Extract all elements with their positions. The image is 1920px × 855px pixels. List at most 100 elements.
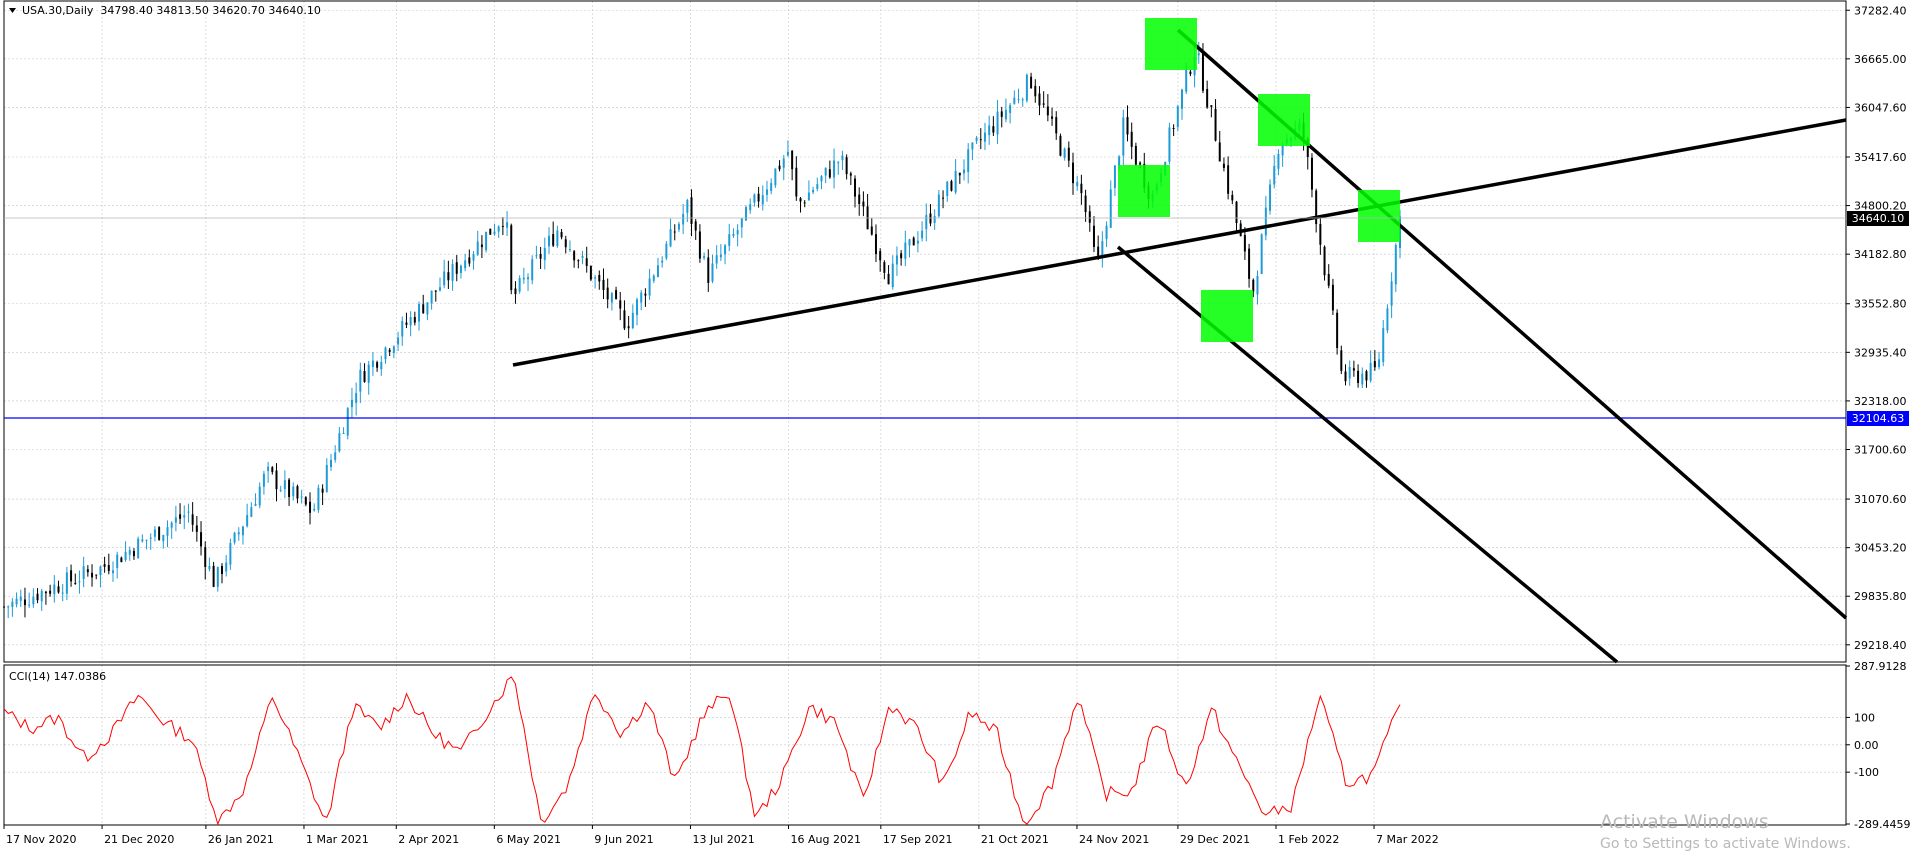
price-tick-label: 35417.60 (1854, 151, 1907, 164)
highlight-box[interactable] (1118, 165, 1170, 217)
candle-body (690, 197, 693, 225)
candle-body (1248, 248, 1251, 279)
candle-body (795, 167, 798, 197)
candle-body (1168, 127, 1171, 162)
candle-body (334, 452, 337, 460)
candle-body (329, 459, 332, 468)
candle-body (1072, 162, 1075, 184)
candle-body (828, 169, 831, 178)
time-tick-label: 16 Aug 2021 (791, 833, 861, 846)
candle-body (833, 160, 836, 178)
candle-body (1084, 195, 1087, 213)
candle-body (262, 473, 265, 487)
candle-body (812, 189, 815, 193)
candle-body (581, 255, 584, 258)
pattern-highlights[interactable] (1118, 18, 1400, 342)
candle-body (677, 223, 680, 230)
candle-body (241, 526, 244, 536)
candle-body (317, 487, 320, 510)
candle-body (1260, 234, 1263, 274)
highlight-box[interactable] (1258, 94, 1310, 146)
candle-body (820, 176, 823, 182)
candle-body (116, 554, 119, 569)
candle-body (233, 532, 236, 543)
time-tick-label: 24 Nov 2021 (1079, 833, 1149, 846)
highlight-box[interactable] (1201, 290, 1253, 342)
candle-body (1197, 53, 1200, 56)
candle-body (19, 596, 22, 601)
candle-body (665, 243, 668, 259)
candle-body (1227, 165, 1230, 194)
candle-body (656, 265, 659, 278)
candle-body (585, 258, 588, 266)
cci-tick-label: 0.00 (1854, 739, 1879, 752)
candle-body (778, 165, 781, 170)
cci-tick-label: 287.9128 (1854, 660, 1907, 673)
candle-body (86, 569, 89, 573)
candle-body (858, 194, 861, 204)
price-tick-label: 34800.20 (1854, 200, 1907, 213)
candle-body (669, 229, 672, 247)
candle-body (1390, 281, 1393, 306)
watermark-title: Activate Windows (1600, 811, 1769, 833)
candle-body (57, 586, 60, 593)
candle-body (765, 189, 768, 195)
candle-body (1181, 89, 1184, 109)
candle-body (220, 566, 223, 574)
candle-body (698, 231, 701, 259)
candle-body (15, 598, 18, 605)
candle-body (1080, 183, 1083, 194)
candle-body (1185, 69, 1188, 92)
chart-menu-triangle-icon[interactable] (9, 8, 16, 13)
candle-body (78, 581, 81, 583)
candle-body (703, 256, 706, 259)
candle-body (53, 584, 56, 595)
candle-body (1097, 246, 1100, 257)
price-tick-label: 32935.40 (1854, 346, 1907, 359)
price-pane-frame (3, 0, 1847, 663)
candle-body (1331, 284, 1334, 311)
candle-body (296, 486, 299, 499)
candle-body (187, 511, 190, 513)
candle-body (568, 249, 571, 251)
candle-body (510, 225, 513, 291)
candle-body (451, 264, 454, 281)
candle-body (988, 125, 991, 136)
candle-body (715, 255, 718, 264)
highlight-box[interactable] (1145, 18, 1197, 70)
candle-body (1348, 366, 1351, 379)
candle-body (28, 604, 31, 606)
current-price-marker: 34640.10 (4, 211, 1909, 226)
candle-body (11, 601, 14, 607)
highlight-box[interactable] (1358, 190, 1400, 242)
time-axis[interactable]: 17 Nov 2020 21 Dec 2020 26 Jan 2021 1 Mar 2… (3, 825, 1439, 846)
candle-body (384, 347, 387, 360)
candle-body (480, 244, 483, 248)
cci-axis[interactable]: 287.9128 100 0.00 -100 -289.4459 (1846, 660, 1910, 831)
candle-body (438, 287, 441, 291)
candle-body (874, 234, 877, 255)
ascending-trend-line[interactable] (512, 118, 1847, 367)
candle-body (1109, 189, 1112, 228)
candle-body (996, 111, 999, 135)
candle-body (111, 570, 114, 574)
time-tick-label: 26 Jan 2021 (208, 833, 274, 846)
price-axis[interactable]: 37282.40 36665.00 36047.60 35417.60 34800.20… (1846, 4, 1907, 652)
candle-body (640, 292, 643, 303)
candle-body (1327, 273, 1330, 286)
candle-body (99, 566, 102, 576)
candle-body (648, 278, 651, 296)
candle-body (355, 393, 358, 403)
candle-body (728, 234, 731, 246)
candle-body (170, 522, 173, 528)
candle-body (845, 157, 848, 175)
candle-body (610, 293, 613, 303)
candle-body (1067, 147, 1070, 161)
candle-body (1264, 207, 1267, 236)
candle-body (1378, 359, 1381, 368)
candle-body (711, 263, 714, 282)
candle-body (636, 299, 639, 316)
candle-body (841, 155, 844, 161)
